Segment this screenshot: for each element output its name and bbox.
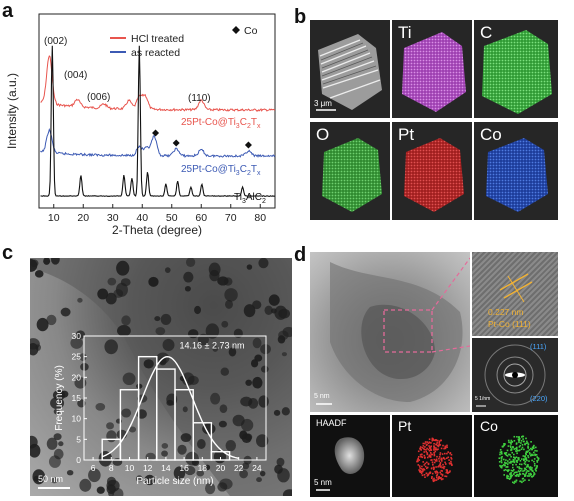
panel-a-letter: a (2, 0, 14, 22)
hist-bar (119, 389, 140, 461)
co-peak-marker (244, 141, 252, 149)
tile-label-co: Co (480, 125, 502, 144)
hist-xtick-label: 8 (109, 463, 114, 473)
lattice-plane: Pt-Co (111) (488, 319, 531, 329)
eds-map-pt: Pt (392, 122, 472, 220)
lattice-inset: 0.227 nm Pt-Co (111) (472, 252, 558, 336)
hist-xtick-label: 24 (252, 463, 262, 473)
co-peak-marker (172, 139, 180, 147)
sem-scale-label: 3 μm (314, 99, 332, 108)
xrd-xtick-label: 50 (166, 212, 178, 224)
ref-curve-label: Ti3AlC2 (234, 192, 266, 205)
hrtem-scale-label: 5 nm (314, 393, 330, 400)
hist-xtick-label: 18 (198, 463, 208, 473)
tem-image: 0 5 10 15 20 25 30 6 8 10 12 14 16 18 20 22 24 14.16 ± 2.… (30, 258, 292, 496)
co-peak-marker (152, 129, 160, 137)
eds-scale-label: 5 nm (314, 478, 332, 487)
xrd-xlabel: 2-Theta (degree) (112, 223, 202, 237)
tile-label-o: O (316, 125, 330, 144)
xrd-xtick-label: 70 (225, 212, 237, 224)
size-histogram: 0 5 10 15 20 25 30 6 8 10 12 14 16 18 20 22 24 14.16 ± 2.… (54, 331, 267, 487)
sem-flake (316, 34, 382, 111)
legend-hcl: HCl treated (131, 33, 184, 45)
co-signal (498, 435, 540, 484)
pt-signal (416, 437, 453, 483)
xrd-series-2 (40, 45, 276, 197)
xrd-ylabel: Intensity (a.u.) (5, 73, 19, 149)
tile-label-eds-co: Co (480, 418, 498, 434)
saed-ring-220: (220) (530, 394, 548, 403)
hist-ytick-label: 5 (76, 434, 81, 444)
hist-ytick-label: 10 (72, 414, 82, 424)
zoom-box (383, 309, 433, 353)
eds-co-map: Co (474, 415, 558, 497)
xrd-xtick-label: 60 (195, 212, 207, 224)
saed-scale-label: 5 1/nm (475, 396, 491, 402)
hist-ytick-label: 30 (72, 331, 82, 341)
panel-b-letter: b (294, 6, 307, 28)
peak-110: (110) (188, 93, 211, 104)
hist-xtick-label: 6 (91, 463, 96, 473)
hist-gaussian-fit (101, 355, 239, 459)
xrd-xtick-label: 30 (107, 212, 119, 224)
xrd-xtick-label: 40 (136, 212, 148, 224)
sem-image: 3 μm (310, 20, 390, 118)
tile-label-c: C (480, 23, 493, 42)
hist-stats: 14.16 ± 2.73 nm (180, 340, 245, 350)
asr-curve-label: 25Pt-Co@Ti3C2Tx (181, 164, 261, 177)
saed-ring-111: (111) (530, 342, 547, 351)
eds-pt-map: Pt (392, 415, 472, 497)
hist-xtick-label: 10 (125, 463, 135, 473)
xrd-xtick-label: 10 (48, 212, 60, 224)
hist-ytick-label: 15 (72, 393, 82, 403)
eds-map-c: C (474, 20, 558, 118)
xrd-xtick-label: 20 (77, 212, 89, 224)
hist-xtick-label: 20 (216, 463, 226, 473)
tile-label-eds-pt: Pt (398, 418, 412, 434)
tem-scale-label: 50 nm (38, 474, 64, 484)
tile-label-haadf: HAADF (316, 418, 347, 428)
peak-002: (002) (44, 36, 67, 47)
xrd-frame (38, 13, 276, 209)
co-legend-label: Co (244, 25, 258, 37)
xrd-series-0 (40, 55, 276, 112)
hist-ytick-label: 20 (72, 372, 82, 382)
hist-ytick-label: 0 (76, 455, 81, 465)
panel-d-letter: d (294, 244, 307, 266)
eds-map-ti: Ti (392, 20, 472, 118)
hrtem-image: 5 nm (310, 252, 470, 412)
eds-map-o: O (310, 122, 390, 220)
xrd-xtick-label: 80 (254, 212, 266, 224)
hist-xtick-label: 14 (161, 463, 171, 473)
hist-xtick-label: 22 (234, 463, 244, 473)
panel-c-letter: c (2, 242, 14, 264)
hist-xtick-label: 12 (143, 463, 153, 473)
peak-004: (004) (64, 70, 87, 81)
nanoparticles (30, 258, 292, 496)
eds-map-co: Co (474, 122, 558, 220)
legend-asr: as reacted (131, 47, 180, 59)
hist-xlabel: Particle size (nm) (136, 476, 213, 487)
tile-label-ti: Ti (398, 23, 412, 42)
hcl-curve-label: 25Pt-Co@Ti3C2Tx (181, 117, 261, 130)
peak-006: (006) (87, 92, 110, 103)
hist-xtick-label: 16 (179, 463, 189, 473)
haadf-map: HAADF 5 nm (310, 415, 390, 497)
co-legend-diamond (232, 26, 240, 34)
tile-label-pt: Pt (398, 125, 415, 144)
lattice-spacing: 0.227 nm (488, 307, 524, 317)
saed-inset: (111) (220) 5 1/nm (472, 338, 558, 412)
hist-ytick-label: 25 (72, 352, 82, 362)
xrd-series-1 (40, 127, 276, 159)
xrd-chart: 10 20 30 40 50 60 70 80 2-Theta (degree) Intens… (5, 13, 276, 237)
hist-ylabel: Frequency (%) (54, 365, 65, 431)
